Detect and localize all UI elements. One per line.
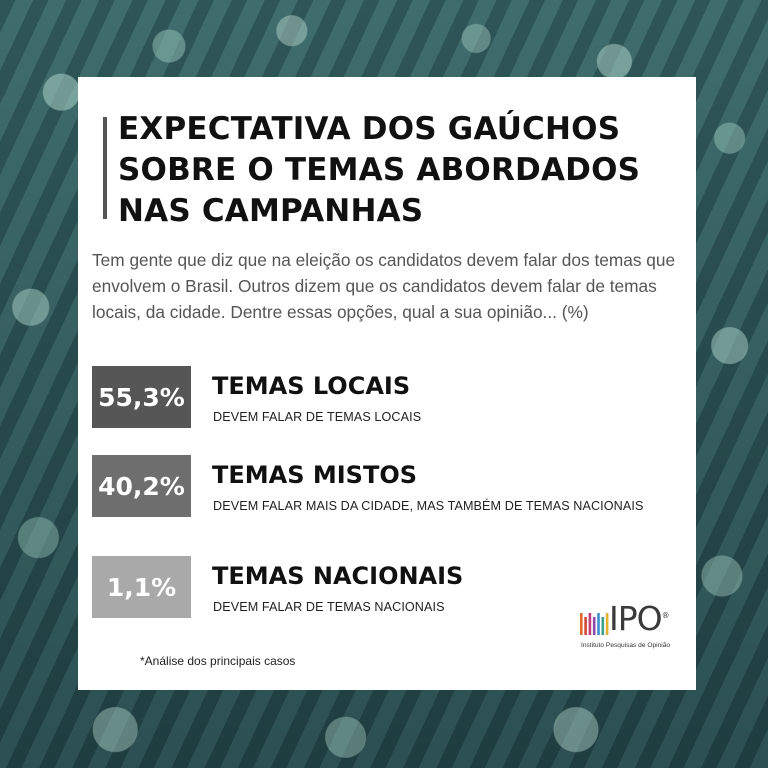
- row-subtitle: DEVEM FALAR DE TEMAS NACIONAIS: [213, 600, 445, 614]
- logo-bar: [584, 617, 587, 635]
- logo-wordmark: IPO®: [609, 599, 670, 638]
- row-subtitle: DEVEM FALAR MAIS DA CIDADE, MAS TAMBÉM D…: [213, 499, 644, 513]
- title-line-3: NAS CAMPANHAS: [118, 193, 424, 229]
- title-line-2: SOBRE O TEMAS ABORDADOS: [118, 152, 641, 188]
- logo-bar: [597, 613, 600, 635]
- result-row-mistos: 40,2% TEMAS MISTOS DEVEM FALAR MAIS DA C…: [92, 455, 692, 523]
- row-title: TEMAS MISTOS: [212, 461, 418, 489]
- content-card: EXPECTATIVA DOS GAÚCHOS SOBRE O TEMAS AB…: [78, 77, 696, 690]
- result-row-locais: 55,3% TEMAS LOCAIS DEVEM FALAR DE TEMAS …: [92, 366, 692, 434]
- logo-subtitle: Instituto Pesquisas de Opinião: [581, 642, 671, 649]
- percent-box: 1,1%: [92, 556, 191, 618]
- row-subtitle: DEVEM FALAR DE TEMAS LOCAIS: [213, 410, 422, 424]
- page-title: EXPECTATIVA DOS GAÚCHOS SOBRE O TEMAS AB…: [118, 109, 678, 232]
- title-line-1: EXPECTATIVA DOS GAÚCHOS: [118, 111, 621, 147]
- result-row-nacionais: 1,1% TEMAS NACIONAIS DEVEM FALAR DE TEMA…: [92, 556, 692, 624]
- logo-bar: [580, 613, 583, 635]
- row-title: TEMAS NACIONAIS: [212, 562, 464, 590]
- title-accent-bar: [103, 117, 107, 219]
- logo-bar: [588, 613, 592, 635]
- logo-bar: [601, 617, 605, 635]
- logo-bar: [592, 617, 596, 635]
- ipo-logo: IPO® Instituto Pesquisas de Opinião: [579, 599, 684, 662]
- percent-box: 40,2%: [92, 455, 191, 517]
- logo-bar: [605, 613, 609, 635]
- logo-bars-icon: [580, 613, 609, 635]
- row-title: TEMAS LOCAIS: [212, 372, 411, 400]
- survey-question: Tem gente que diz que na eleição os cand…: [92, 250, 676, 322]
- footnote: *Análise dos principais casos: [140, 654, 296, 668]
- percent-box: 55,3%: [92, 366, 191, 428]
